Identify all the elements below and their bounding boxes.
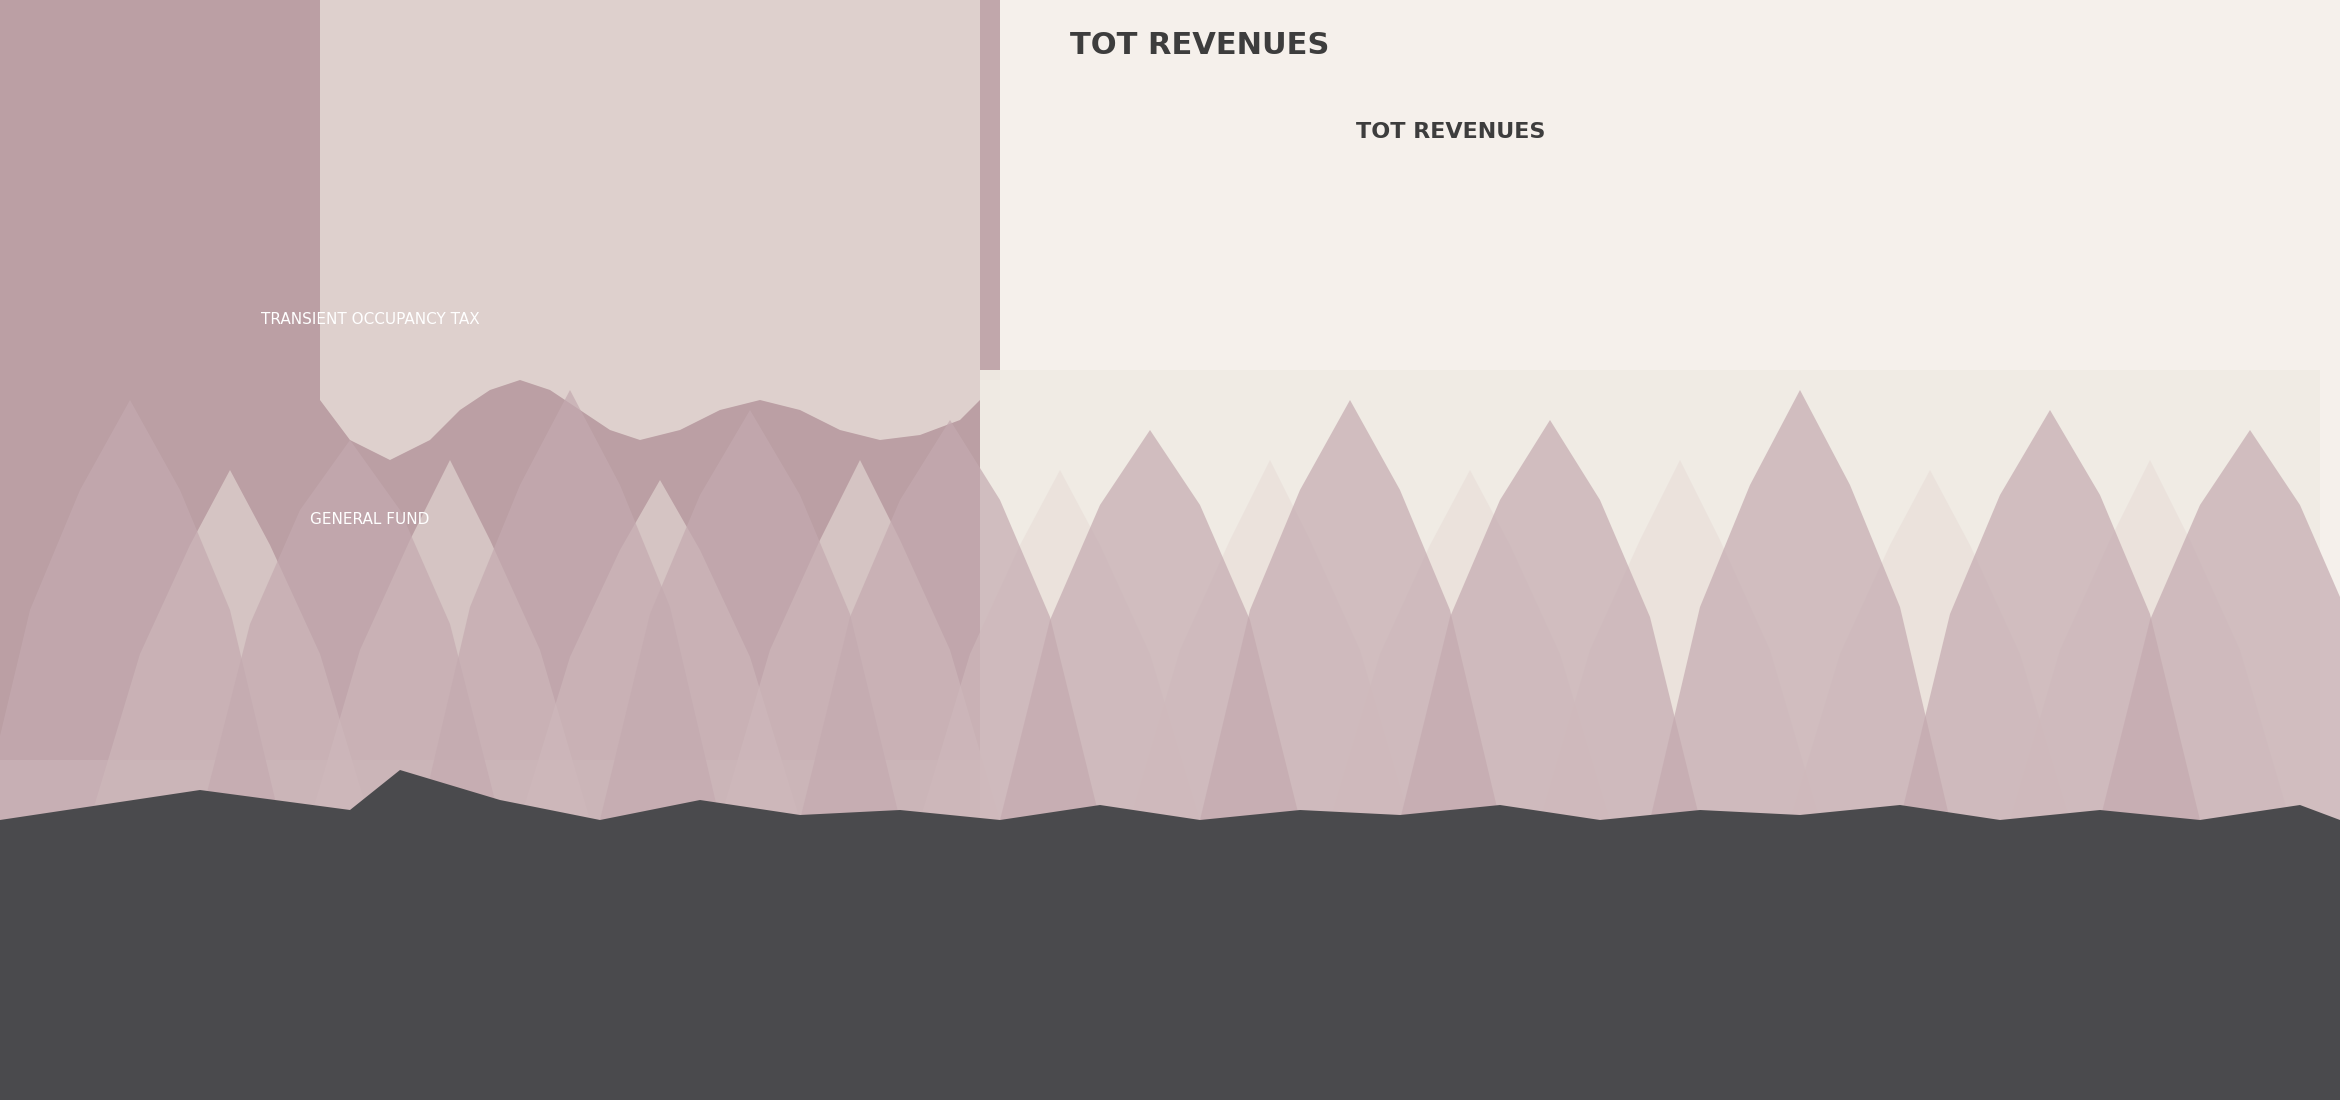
Polygon shape <box>800 420 1100 820</box>
Polygon shape <box>999 430 1301 820</box>
Text: GENERAL FUND: GENERAL FUND <box>311 513 431 528</box>
Polygon shape <box>599 410 901 820</box>
Polygon shape <box>1790 470 2071 820</box>
Polygon shape <box>309 460 590 820</box>
Text: $5M: $5M <box>1226 502 1254 515</box>
Polygon shape <box>519 480 800 820</box>
Polygon shape <box>1200 400 1500 820</box>
Text: $7.5M: $7.5M <box>2204 331 2242 344</box>
Text: TRANSIENT OCCUPANCY TAX: TRANSIENT OCCUPANCY TAX <box>260 312 480 328</box>
Polygon shape <box>980 370 2319 1070</box>
Polygon shape <box>721 460 999 820</box>
Text: $4M: $4M <box>1086 570 1114 583</box>
Polygon shape <box>199 440 501 820</box>
Polygon shape <box>0 400 281 820</box>
Polygon shape <box>2099 430 2340 820</box>
Polygon shape <box>0 0 999 760</box>
Text: $6.6M: $6.6M <box>1643 393 1680 406</box>
Polygon shape <box>0 0 980 1100</box>
Polygon shape <box>0 770 2340 1100</box>
Text: $7.2M: $7.2M <box>1923 352 1961 365</box>
Text: $5.6M: $5.6M <box>1362 461 1399 474</box>
Polygon shape <box>980 0 2319 1070</box>
Polygon shape <box>321 0 980 460</box>
Polygon shape <box>1130 460 1411 820</box>
Polygon shape <box>1900 410 2200 820</box>
Polygon shape <box>2010 460 2291 820</box>
Text: TOT REVENUES: TOT REVENUES <box>1357 122 1544 142</box>
Text: $6.3M: $6.3M <box>1502 414 1540 427</box>
Text: $6.3M: $6.3M <box>2064 414 2101 427</box>
Polygon shape <box>1399 420 1699 820</box>
Polygon shape <box>89 470 370 820</box>
Polygon shape <box>419 390 721 820</box>
Text: $6.8M: $6.8M <box>1783 379 1821 393</box>
Polygon shape <box>1540 460 1821 820</box>
Polygon shape <box>1650 390 1949 820</box>
Polygon shape <box>920 470 1200 820</box>
Text: TOT REVENUES: TOT REVENUES <box>1069 31 1329 59</box>
Polygon shape <box>1329 470 1610 820</box>
